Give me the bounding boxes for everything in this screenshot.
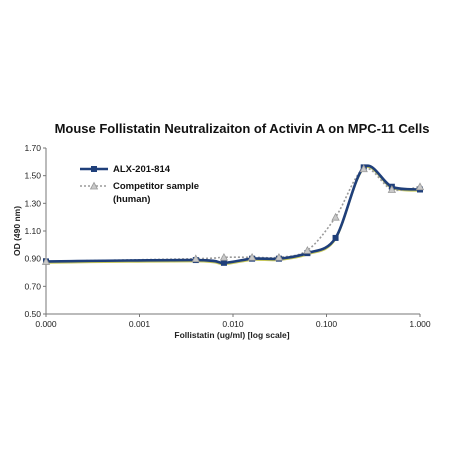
x-tick-label: 0.000 — [35, 319, 57, 329]
x-tick-label: 0.001 — [129, 319, 151, 329]
companion-series-line — [45, 166, 421, 266]
y-tick-label: 1.30 — [24, 198, 41, 208]
y-tick-label: 0.50 — [24, 309, 41, 319]
y-tick-label: 1.50 — [24, 171, 41, 181]
legend-label-line: Competitor sample — [113, 181, 199, 192]
legend-label-competitor: Competitor sample (human) — [113, 181, 199, 205]
data-point-competitor — [274, 252, 284, 261]
data-point-alx — [220, 259, 227, 266]
data-point-competitor — [247, 252, 257, 261]
legend-label-alx: ALX-201-814 — [113, 164, 171, 175]
data-point-competitor — [331, 212, 340, 221]
data-point-competitor — [303, 246, 312, 254]
legend-label-line: (human) — [113, 194, 150, 205]
data-point-competitor — [359, 164, 368, 173]
y-tick-label: 0.90 — [24, 254, 41, 264]
series-line-competitor — [45, 167, 421, 263]
y-tick-label: 1.70 — [24, 143, 41, 153]
data-point-alx — [332, 234, 339, 241]
data-point-competitor — [191, 254, 200, 263]
series-line-alx — [45, 164, 421, 265]
y-tick-label: 0.70 — [24, 281, 41, 291]
legend-marker-alx — [91, 166, 97, 172]
data-point-competitor — [415, 182, 425, 191]
data-point-competitor — [387, 185, 397, 193]
legend: ALX-201-814 Competitor sample (human) — [80, 164, 199, 205]
plot-area: 0.50 0.70 0.90 1.10 1.30 1.50 1.70 0.000 0.001 0.… — [24, 143, 430, 329]
data-point-competitor — [41, 257, 51, 265]
x-tick-label: 1.000 — [409, 319, 431, 329]
chart-title: Mouse Follistatin Neutralizaiton of Acti… — [55, 121, 430, 136]
y-axis-label: OD (490 nm) — [12, 206, 22, 256]
y-tick-label: 1.10 — [24, 226, 41, 236]
legend-marker-competitor — [89, 181, 99, 190]
x-tick-label: 0.010 — [222, 319, 244, 329]
data-point-competitor — [219, 252, 229, 261]
x-tick-label: 0.100 — [316, 319, 338, 329]
x-axis-label: Follistatin (ug/ml) [log scale] — [174, 330, 289, 340]
